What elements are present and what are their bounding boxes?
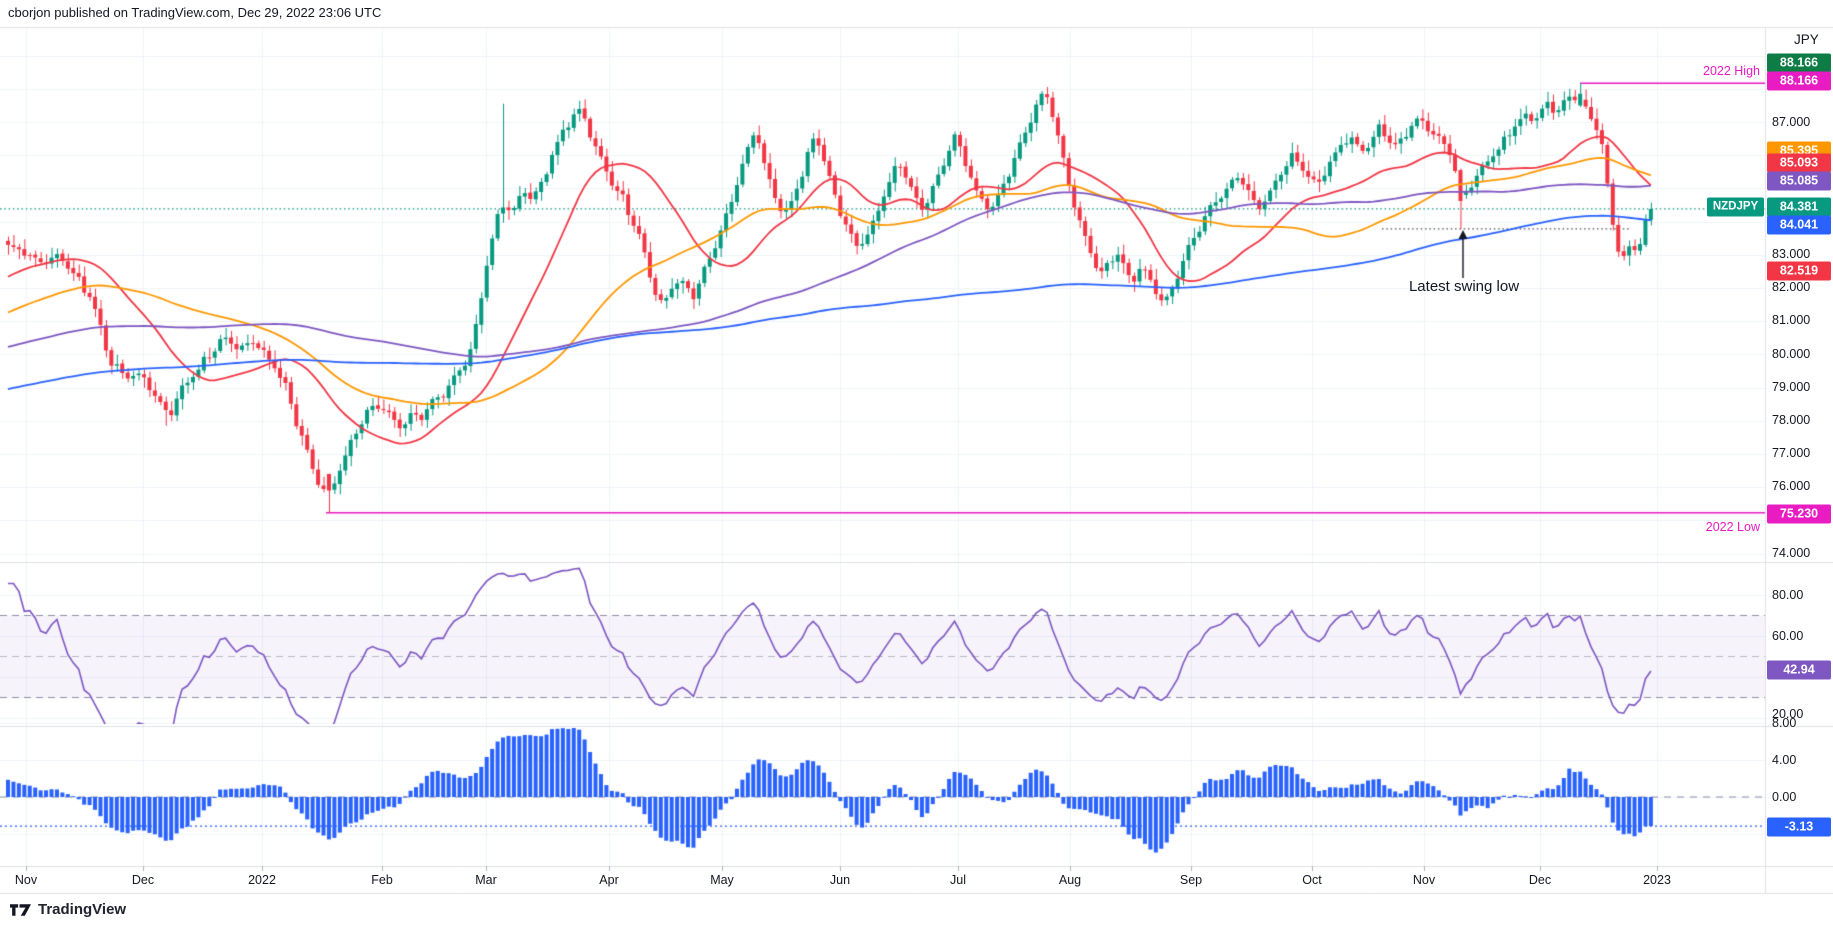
time-axis-label: Dec (1528, 873, 1552, 887)
price-tick-label: 82.000 (1772, 280, 1811, 294)
ma20-badge: 85.093 (1767, 153, 1831, 173)
time-axis-label: Mar (475, 873, 497, 887)
ma200-badge: 84.041 (1767, 215, 1831, 235)
time-axis-label: 2022 (248, 873, 276, 887)
recent-low-badge: 82.519 (1767, 261, 1831, 281)
time-axis-label: Dec (131, 873, 155, 887)
time-axis-label: May (710, 873, 734, 887)
momentum-value-badge: -3.13 (1767, 817, 1831, 837)
momentum-tick-label: 8.00 (1772, 716, 1797, 730)
year-low-annotation: 2022 Low (1705, 520, 1760, 534)
momentum-tick-label: 0.00 (1772, 790, 1797, 804)
rsi-tick-label: 60.00 (1772, 629, 1804, 643)
price-tick-label: 74.000 (1772, 546, 1811, 560)
price-tick-label: 83.000 (1772, 247, 1811, 261)
time-axis-label: Aug (1058, 873, 1082, 887)
swing-low-annotation: Latest swing low (1408, 278, 1520, 295)
rsi-tick-label: 20.00 (1772, 707, 1804, 721)
price-tick-label: 78.000 (1772, 413, 1811, 427)
time-axis-label: Jul (950, 873, 966, 887)
price-tick-label: 79.000 (1772, 380, 1811, 394)
time-axis-label: Sep (1179, 873, 1203, 887)
year-high-annotation: 2022 High (1703, 64, 1760, 78)
tradingview-watermark-text: TradingView (38, 901, 127, 918)
tradingview-logo-icon (10, 903, 31, 916)
rsi-tick-label: 80.00 (1772, 588, 1804, 602)
symbol-tag: NZDJPY (1707, 197, 1764, 217)
price-tick-label: 80.000 (1772, 347, 1811, 361)
price-tick-label: 87.000 (1772, 115, 1811, 129)
time-axis-label: Jun (829, 873, 851, 887)
publish-byline: cborjon published on TradingView.com, De… (8, 5, 382, 20)
time-axis-label: Feb (371, 873, 393, 887)
tradingview-watermark[interactable]: TradingView (10, 901, 126, 918)
year-high-price-badge: 88.166 (1767, 53, 1831, 73)
price-tick-label: 77.000 (1772, 446, 1811, 460)
time-axis-label: Nov (14, 873, 38, 887)
momentum-tick-label: 4.00 (1772, 753, 1797, 767)
time-axis-label: Nov (1412, 873, 1436, 887)
time-axis-label: Apr (599, 873, 619, 887)
price-tick-label: 76.000 (1772, 479, 1811, 493)
year-low-level-badge: 75.230 (1767, 504, 1831, 524)
price-tick-label: 81.000 (1772, 313, 1811, 327)
ma100-badge: 85.085 (1767, 171, 1831, 191)
time-axis-label: 2023 (1643, 873, 1671, 887)
time-axis-label: Oct (1302, 873, 1322, 887)
price-scale-currency-label: JPY (1794, 32, 1819, 47)
last-price-badge: 84.381 (1767, 197, 1831, 217)
year-high-level-badge: 88.166 (1767, 71, 1831, 91)
rsi-value-badge: 42.94 (1767, 660, 1831, 680)
